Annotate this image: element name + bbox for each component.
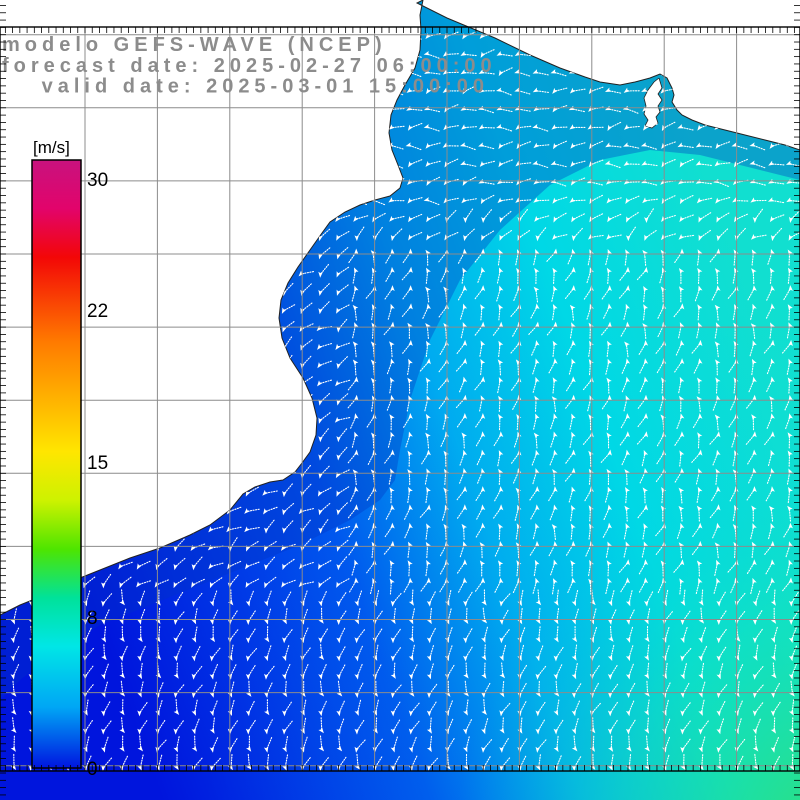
svg-text:30: 30 <box>87 170 108 191</box>
svg-text:forecast date: 2025-02-27 06:0: forecast date: 2025-02-27 06:00:00 <box>2 55 497 77</box>
svg-text:[m/s]: [m/s] <box>33 138 70 157</box>
svg-text:15: 15 <box>87 453 108 474</box>
svg-text:modelo GEFS-WAVE (NCEP): modelo GEFS-WAVE (NCEP) <box>2 34 387 56</box>
svg-text:22: 22 <box>87 301 108 322</box>
svg-text:valid date: 2025-03-01 15:00:0: valid date: 2025-03-01 15:00:00 <box>42 76 489 98</box>
svg-text:8: 8 <box>87 608 98 629</box>
